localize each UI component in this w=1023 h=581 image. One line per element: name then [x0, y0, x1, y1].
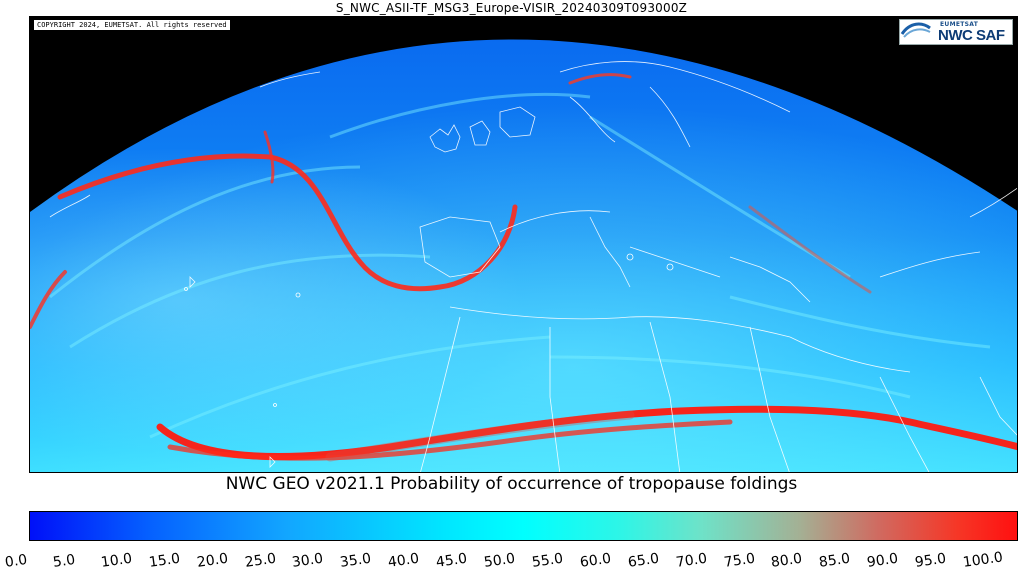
colorbar-tick-label: 60.0: [578, 550, 612, 571]
colorbar-tick-labels: 0.0 5.0 10.0 15.0 20.0 25.0 30.0 35.0 40.0 45.0 50…: [0, 545, 1023, 581]
satellite-map: COPYRIGHT 2024, EUMETSAT. All rights res…: [29, 16, 1018, 473]
colorbar-tick-label: 100.0: [962, 549, 1004, 571]
colorbar-tick-label: 15.0: [147, 550, 181, 571]
map-canvas: [30, 17, 1017, 472]
colorbar-tick-label: 10.0: [99, 550, 133, 571]
colorbar-tick-label: 40.0: [387, 550, 421, 571]
colorbar-tick-label: 95.0: [914, 550, 948, 571]
colorbar-tick-label: 0.0: [4, 551, 29, 571]
colorbar-tick-label: 55.0: [530, 550, 564, 571]
product-title: NWC GEO v2021.1 Probability of occurrenc…: [225, 474, 798, 494]
logo-name-text: NWC SAF: [938, 27, 1005, 44]
colorbar: [29, 511, 1018, 541]
colorbar-tick-label: 90.0: [866, 550, 900, 571]
colorbar-tick-label: 70.0: [674, 550, 708, 571]
folding-band-north: [568, 73, 632, 85]
folding-band-atlantic: [57, 153, 518, 292]
colorbar-tick-label: 20.0: [195, 550, 229, 571]
colorbar-tick-label: 30.0: [291, 550, 325, 571]
colorbar-tick-label: 45.0: [435, 550, 469, 571]
colorbar-tick-label: 85.0: [818, 550, 852, 571]
nwcsaf-logo: EUMETSAT NWC SAF: [899, 19, 1013, 45]
colorbar-tick-label: 5.0: [51, 551, 77, 571]
colorbar-tick-label: 35.0: [339, 550, 373, 571]
colorbar-tick-label: 25.0: [243, 550, 277, 571]
colorbar-tick-label: 75.0: [722, 550, 756, 571]
copyright-notice: COPYRIGHT 2024, EUMETSAT. All rights res…: [33, 19, 231, 31]
logo-org-text: EUMETSAT: [940, 21, 979, 28]
colorbar-tick-label: 80.0: [770, 550, 804, 571]
colorbar-tick-label: 65.0: [626, 550, 660, 571]
logo-swoosh-icon: [900, 22, 931, 38]
image-title: S_NWC_ASII-TF_MSG3_Europe-VISIR_20240309…: [335, 1, 688, 15]
colorbar-tick-label: 50.0: [483, 550, 517, 571]
